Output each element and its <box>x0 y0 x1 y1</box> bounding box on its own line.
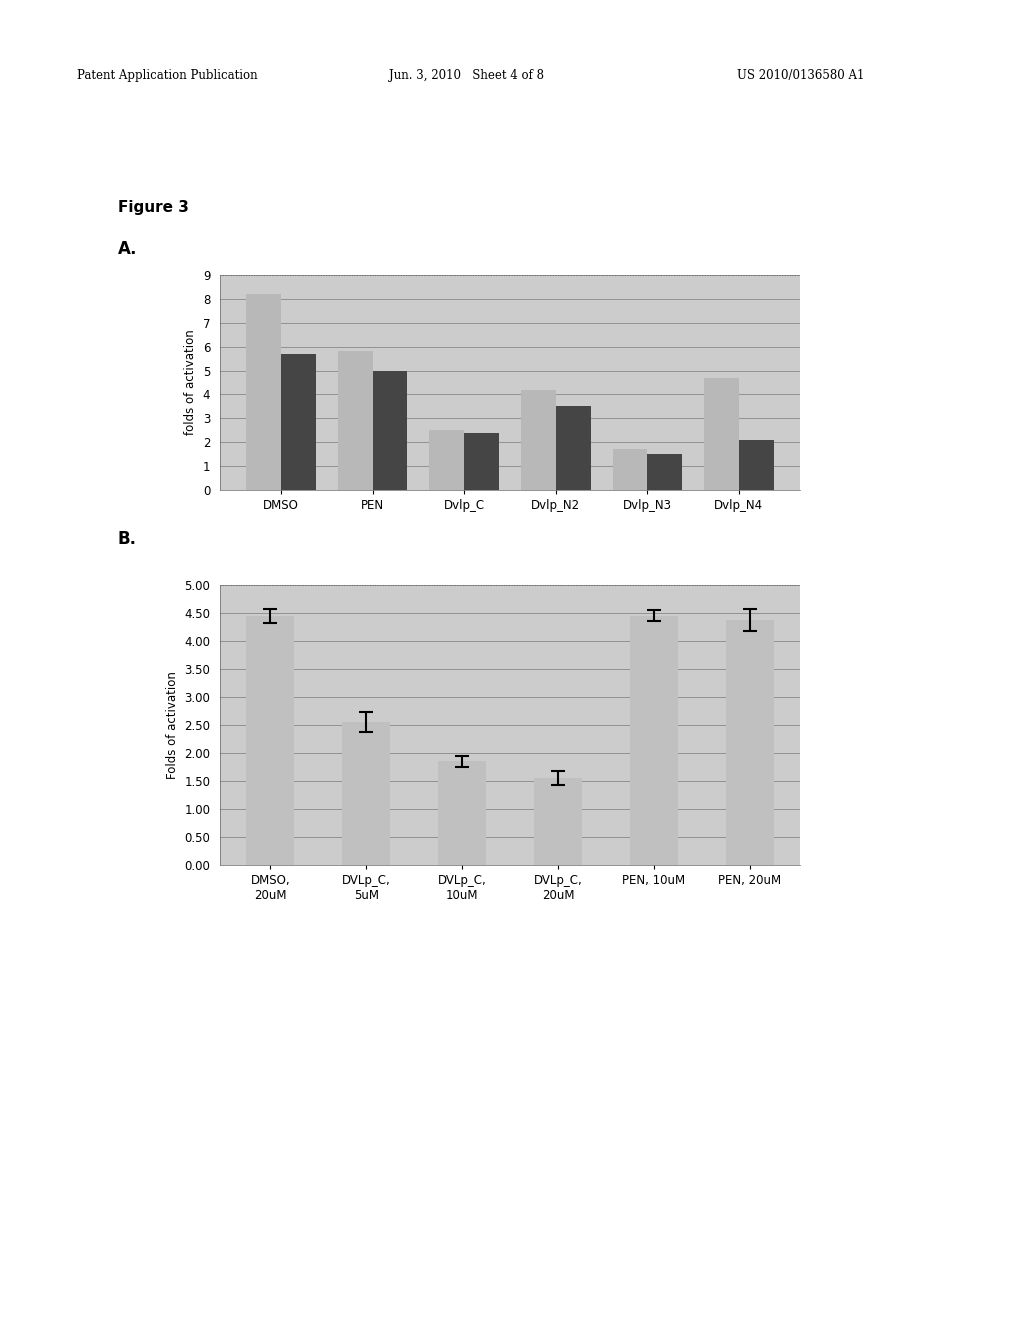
Text: Figure 3: Figure 3 <box>118 201 188 215</box>
Text: A.: A. <box>118 240 137 257</box>
Bar <box>464 433 499 490</box>
Text: US 2010/0136580 A1: US 2010/0136580 A1 <box>737 69 864 82</box>
Bar <box>338 351 373 490</box>
Bar <box>739 440 774 490</box>
Bar <box>521 389 556 490</box>
Bar <box>705 378 739 490</box>
Y-axis label: folds of activation: folds of activation <box>184 330 198 436</box>
Bar <box>429 430 464 490</box>
Bar <box>612 449 647 490</box>
Bar <box>556 407 591 490</box>
Bar <box>630 616 678 865</box>
Bar <box>438 762 486 865</box>
Bar <box>247 294 282 490</box>
Text: B.: B. <box>118 531 137 548</box>
Text: Patent Application Publication: Patent Application Publication <box>77 69 257 82</box>
Bar <box>534 779 582 865</box>
Bar <box>373 371 408 490</box>
Bar <box>247 616 294 865</box>
Y-axis label: Folds of activation: Folds of activation <box>166 671 179 779</box>
Bar <box>342 722 390 865</box>
Bar <box>282 354 316 490</box>
Text: Jun. 3, 2010   Sheet 4 of 8: Jun. 3, 2010 Sheet 4 of 8 <box>389 69 544 82</box>
Bar <box>726 619 774 865</box>
Bar <box>647 454 682 490</box>
